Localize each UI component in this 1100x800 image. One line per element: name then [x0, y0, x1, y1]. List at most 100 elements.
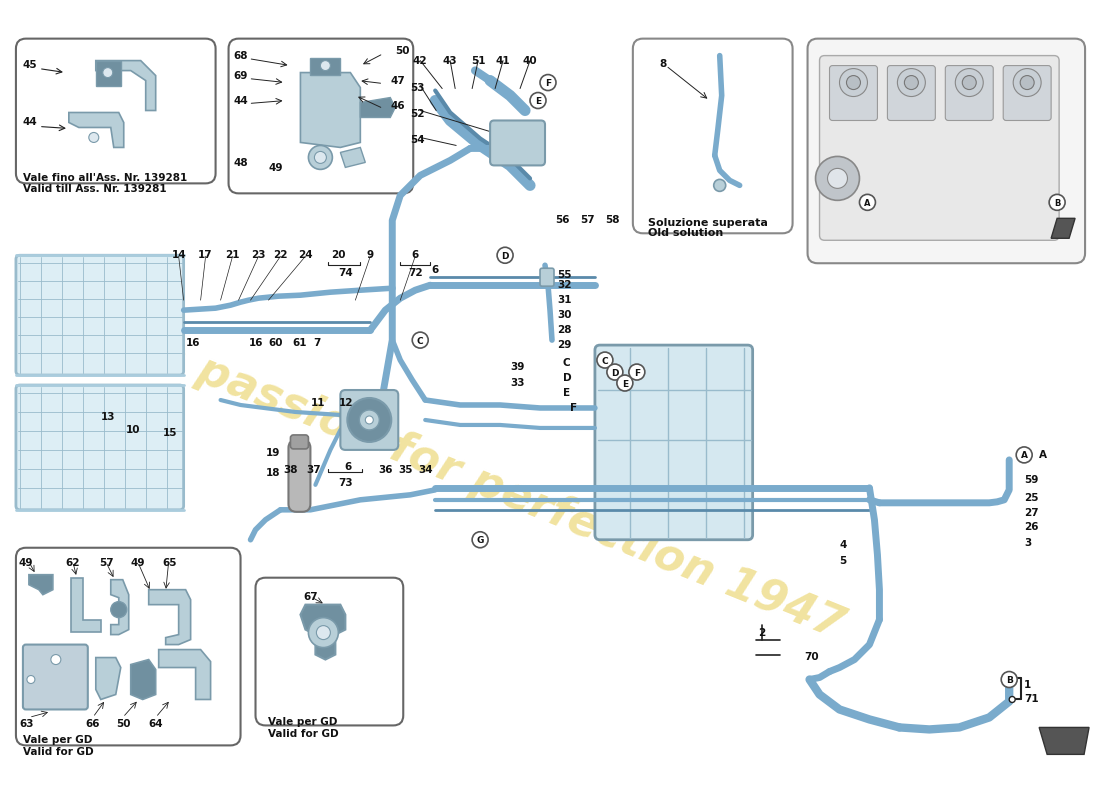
Polygon shape: [70, 578, 101, 631]
Text: 16: 16: [249, 338, 263, 348]
Text: C: C: [602, 357, 608, 366]
Text: 60: 60: [268, 338, 283, 348]
Text: A: A: [1040, 450, 1047, 460]
Circle shape: [530, 93, 546, 109]
Text: 63: 63: [19, 719, 33, 730]
Text: 8: 8: [660, 58, 667, 69]
Polygon shape: [69, 113, 123, 147]
Circle shape: [1001, 671, 1018, 687]
FancyBboxPatch shape: [829, 66, 878, 121]
Circle shape: [815, 157, 859, 200]
Text: 55: 55: [557, 270, 572, 280]
Text: 49: 49: [19, 558, 33, 568]
Circle shape: [839, 69, 868, 97]
Polygon shape: [300, 73, 361, 147]
FancyBboxPatch shape: [540, 268, 554, 286]
Polygon shape: [131, 659, 156, 699]
Circle shape: [1009, 697, 1015, 702]
FancyBboxPatch shape: [340, 390, 398, 450]
Text: 70: 70: [804, 651, 820, 662]
Circle shape: [89, 133, 99, 142]
Text: C: C: [417, 337, 424, 346]
Circle shape: [317, 626, 330, 639]
Text: 40: 40: [522, 55, 537, 66]
Text: 62: 62: [66, 558, 80, 568]
Circle shape: [308, 618, 339, 647]
Text: 61: 61: [293, 338, 307, 348]
Text: 53: 53: [410, 82, 425, 93]
Circle shape: [348, 398, 392, 442]
Text: 46: 46: [390, 101, 405, 110]
Text: E: E: [563, 388, 570, 398]
Text: 39: 39: [510, 362, 525, 372]
Text: 20: 20: [331, 250, 345, 260]
Circle shape: [1013, 69, 1041, 97]
Polygon shape: [340, 147, 365, 167]
Polygon shape: [96, 61, 121, 86]
FancyBboxPatch shape: [1003, 66, 1052, 121]
Circle shape: [898, 69, 925, 97]
Text: 56: 56: [556, 215, 570, 226]
Text: B: B: [1054, 199, 1060, 208]
Text: 36: 36: [378, 465, 393, 475]
Polygon shape: [1040, 727, 1089, 754]
Text: 9: 9: [366, 250, 374, 260]
Text: 15: 15: [163, 428, 177, 438]
Text: 5: 5: [839, 556, 847, 566]
Text: 12: 12: [339, 398, 353, 408]
Circle shape: [472, 532, 488, 548]
Text: 30: 30: [557, 310, 572, 320]
Text: 33: 33: [510, 378, 525, 388]
Text: 3: 3: [1024, 538, 1032, 548]
Text: B: B: [1005, 676, 1013, 685]
Polygon shape: [310, 58, 340, 74]
Text: 24: 24: [298, 250, 312, 260]
Text: 72: 72: [408, 268, 422, 278]
Circle shape: [859, 194, 876, 210]
Text: D: D: [612, 369, 618, 378]
FancyBboxPatch shape: [23, 645, 88, 710]
Text: 49: 49: [131, 558, 145, 568]
Text: A: A: [865, 199, 871, 208]
Text: 44: 44: [23, 118, 37, 127]
Text: 4: 4: [839, 540, 847, 550]
Text: 14: 14: [172, 250, 186, 260]
Polygon shape: [158, 650, 210, 699]
Text: 69: 69: [233, 70, 248, 81]
Text: 10: 10: [125, 425, 140, 435]
FancyBboxPatch shape: [595, 345, 752, 540]
Text: 52: 52: [410, 109, 425, 118]
Text: 28: 28: [557, 325, 572, 335]
FancyBboxPatch shape: [15, 385, 184, 510]
Text: 11: 11: [310, 398, 324, 408]
FancyBboxPatch shape: [820, 55, 1059, 240]
Text: 71: 71: [1024, 694, 1038, 705]
Circle shape: [1049, 194, 1065, 210]
Circle shape: [412, 332, 428, 348]
Polygon shape: [300, 605, 345, 659]
Circle shape: [714, 179, 726, 191]
Circle shape: [607, 364, 623, 380]
Text: 22: 22: [273, 250, 288, 260]
FancyBboxPatch shape: [888, 66, 935, 121]
Text: Valid for GD: Valid for GD: [23, 747, 94, 758]
Text: 31: 31: [557, 295, 572, 305]
Text: 1: 1: [1024, 679, 1032, 690]
Text: 25: 25: [1024, 493, 1038, 503]
Text: 18: 18: [265, 468, 280, 478]
Text: 16: 16: [186, 338, 200, 348]
Circle shape: [955, 69, 983, 97]
Text: 66: 66: [86, 719, 100, 730]
Text: G: G: [476, 536, 484, 546]
Circle shape: [315, 151, 327, 163]
Text: 23: 23: [251, 250, 266, 260]
Text: 35: 35: [398, 465, 412, 475]
Text: 6: 6: [411, 250, 419, 260]
Text: 47: 47: [390, 75, 405, 86]
Text: 50: 50: [395, 46, 410, 56]
Text: F: F: [570, 403, 578, 413]
Text: 37: 37: [307, 465, 321, 475]
Circle shape: [1020, 75, 1034, 90]
Polygon shape: [361, 98, 395, 118]
FancyBboxPatch shape: [807, 38, 1085, 263]
